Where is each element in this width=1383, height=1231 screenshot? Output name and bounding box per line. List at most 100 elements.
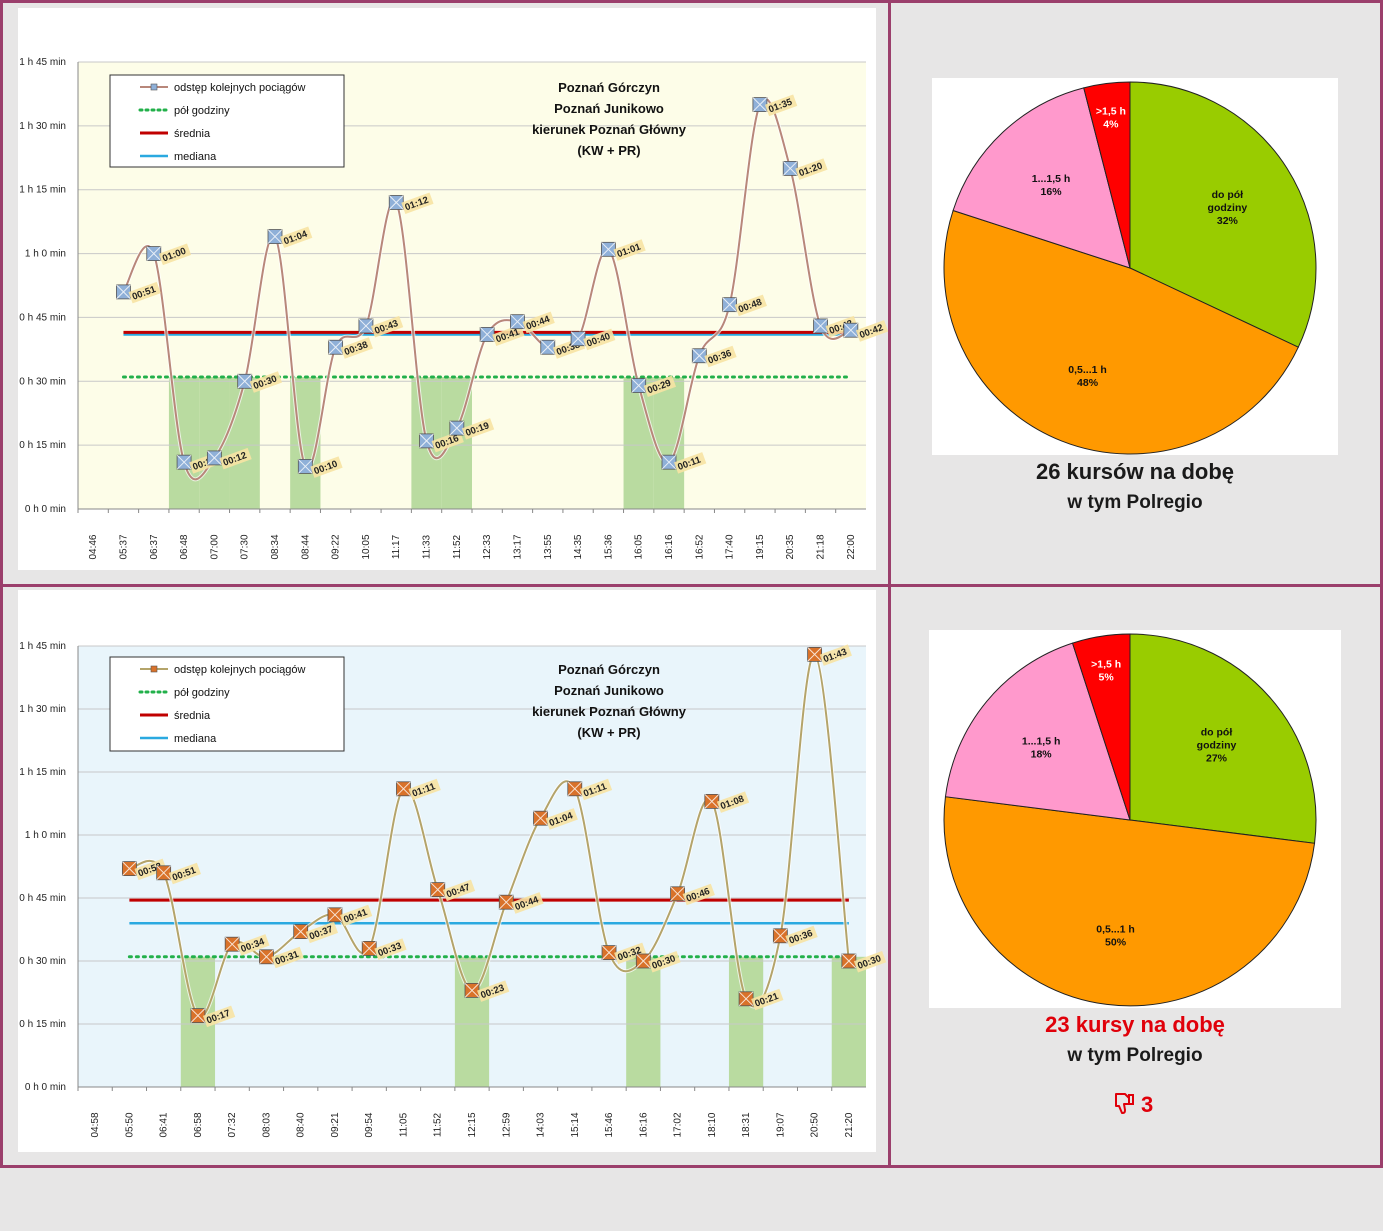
top-line-chart: 0 h 0 min 0 h 15 min 0 h 30 min 0 h 45 min 1… — [19, 57, 889, 560]
bottom-chart-x-tick-label: 16:16 — [638, 1112, 649, 1137]
top-chart-legend-label: pół godziny — [174, 105, 230, 117]
top-chart-data-marker-bevel — [479, 327, 495, 342]
bottom-chart-data-label-bg — [237, 934, 270, 956]
bottom-chart-y-tick-label: 1 h 15 min — [19, 767, 66, 778]
bottom-chart-data-point — [601, 945, 617, 960]
top-chart-data-label-bg — [522, 311, 555, 334]
top-chart-x-tick-label: 10:05 — [361, 534, 372, 559]
top-chart-data-marker-bevel — [722, 297, 737, 313]
bottom-chart-data-label-bg — [374, 938, 407, 960]
top-pie-slice-label: 32% — [1217, 215, 1239, 227]
bottom-chart-data-label-bg — [819, 644, 852, 666]
bottom-chart-y-tick-label: 1 h 30 min — [19, 704, 66, 715]
top-polregio-label: w tym Polregio — [1067, 492, 1203, 513]
bottom-chart-data-marker-bevel — [156, 865, 172, 881]
bottom-chart-short-interval-band — [728, 956, 764, 1087]
bottom-chart-data-marker-bevel — [190, 1008, 206, 1023]
top-chart-data-marker-bevel — [237, 373, 253, 389]
bottom-chart-x-tick-label: 06:58 — [193, 1112, 204, 1137]
bottom-chart-data-marker-bevel — [361, 941, 377, 956]
top-chart-x-tick-label: 05:37 — [118, 534, 129, 559]
top-chart-title-line: Poznań Junikowo — [554, 101, 664, 116]
top-chart-x-tick-label: 16:16 — [664, 534, 675, 559]
top-pie-slice-label: godziny — [1208, 202, 1248, 214]
bottom-chart-data-marker-bevel — [293, 924, 309, 939]
top-chart-data-marker-bevel — [601, 241, 616, 257]
top-chart-x-tick-label: 08:44 — [300, 534, 311, 559]
bottom-chart-data-label-bg — [716, 791, 750, 813]
top-chart-x-tick-label: 09:22 — [331, 534, 342, 559]
bottom-chart-data-marker-bevel — [122, 861, 137, 876]
top-chart-data-marker-bevel — [297, 459, 313, 474]
bottom-chart-title-line: kierunek Poznań Główny — [532, 704, 687, 719]
bottom-chart-data-marker-bevel — [396, 781, 411, 797]
bottom-chart-data-label-bg — [305, 921, 339, 944]
bottom-chart-data-label-bg — [408, 778, 441, 801]
top-chart-short-interval-band — [229, 377, 260, 509]
frame-row-divider — [0, 584, 1383, 587]
bottom-chart-legend-label: średnia — [174, 710, 211, 722]
bottom-chart-data-marker-bevel — [841, 953, 857, 969]
top-chart-x-tick-label: 19:15 — [755, 534, 766, 559]
bottom-chart-data-label-bg — [751, 988, 784, 1011]
thumbs-down-icon — [1113, 1092, 1135, 1122]
top-pie-slice-label: do pół — [1212, 189, 1244, 201]
top-chart-data-marker-bevel — [631, 378, 647, 393]
bottom-chart-data-label-bg — [271, 946, 304, 969]
bottom-pie-slice-label: 50% — [1105, 936, 1127, 948]
top-chart-short-interval-band — [623, 377, 654, 509]
bottom-chart-y-tick-label: 1 h 45 min — [19, 641, 66, 652]
bottom-chart-x-tick-label: 15:14 — [570, 1112, 581, 1137]
bottom-chart-x-tick-label: 09:21 — [330, 1112, 341, 1137]
top-chart-data-marker-bevel — [358, 318, 374, 334]
top-chart-data-marker-bevel — [782, 161, 798, 176]
top-chart-y-tick-label: 0 h 0 min — [25, 504, 66, 515]
thumbs-down-icon-glyph — [1115, 1093, 1134, 1114]
bottom-chart-x-tick-label: 11:05 — [398, 1112, 409, 1137]
top-chart-data-label-bg — [249, 371, 283, 393]
bottom-chart-x-tick-label: 05:50 — [124, 1112, 135, 1137]
top-chart-data-label-bg — [431, 430, 464, 453]
bottom-pie-slice-label: >1,5 h — [1091, 658, 1121, 670]
bottom-chart-data-label-bg — [202, 1005, 236, 1028]
top-chart-y-tick-label: 1 h 15 min — [19, 185, 66, 196]
top-pie-slice-label: 48% — [1077, 377, 1099, 389]
top-pie-slice-label: 4% — [1103, 119, 1119, 131]
bottom-pie-slice-label: 18% — [1031, 748, 1053, 760]
bottom-chart-x-tick-label: 19:07 — [775, 1112, 786, 1137]
bottom-chart-x-tick-label: 06:41 — [159, 1112, 170, 1137]
top-chart-data-label-bg — [674, 452, 707, 474]
bottom-pie-slice-label: 5% — [1099, 671, 1115, 683]
bottom-chart-data-label-bg — [168, 862, 201, 885]
top-chart-x-tick-label: 06:48 — [179, 534, 190, 559]
top-chart-data-label-bg — [643, 375, 677, 398]
top-chart-x-tick-label: 14:35 — [573, 534, 584, 559]
bottom-chart-data-point — [704, 794, 720, 809]
top-chart-x-tick-label: 06:37 — [149, 534, 160, 559]
top-chart-legend-series-marker — [150, 83, 158, 91]
top-chart-legend-label: mediana — [174, 151, 217, 163]
top-chart-x-tick-label: 16:52 — [694, 534, 705, 559]
top-chart-legend-label: odstęp kolejnych pociągów — [174, 82, 306, 94]
bottom-chart-data-label-bg — [853, 950, 887, 973]
frame-bottom-border — [0, 1165, 1383, 1168]
bottom-chart-data-point — [121, 861, 137, 876]
top-chart-data-point — [510, 314, 525, 330]
bottom-chart-x-tick-label: 04:58 — [90, 1112, 101, 1137]
top-chart-data-point — [297, 459, 313, 474]
top-chart-data-label-bg — [340, 337, 373, 359]
top-chart-y-tick-label: 1 h 30 min — [19, 121, 66, 132]
bottom-chart-x-tick-label: 15:46 — [604, 1112, 615, 1137]
bottom-chart-x-tick-label: 20:50 — [810, 1112, 821, 1137]
top-chart-data-label-bg — [583, 328, 616, 351]
bottom-chart-title-line: Poznań Górczyn — [558, 662, 660, 677]
bottom-chart-x-tick-label: 09:54 — [364, 1112, 375, 1137]
top-chart-data-marker-bevel — [207, 450, 222, 466]
top-pie-slice — [1083, 81, 1131, 269]
bottom-chart-data-marker-bevel — [224, 936, 240, 952]
bottom-chart-data-marker-bevel — [807, 647, 822, 662]
top-chart-data-point — [328, 339, 344, 355]
bottom-chart-data-marker-bevel — [601, 945, 617, 960]
top-pie-slice-label: 1...1,5 h — [1032, 173, 1071, 185]
